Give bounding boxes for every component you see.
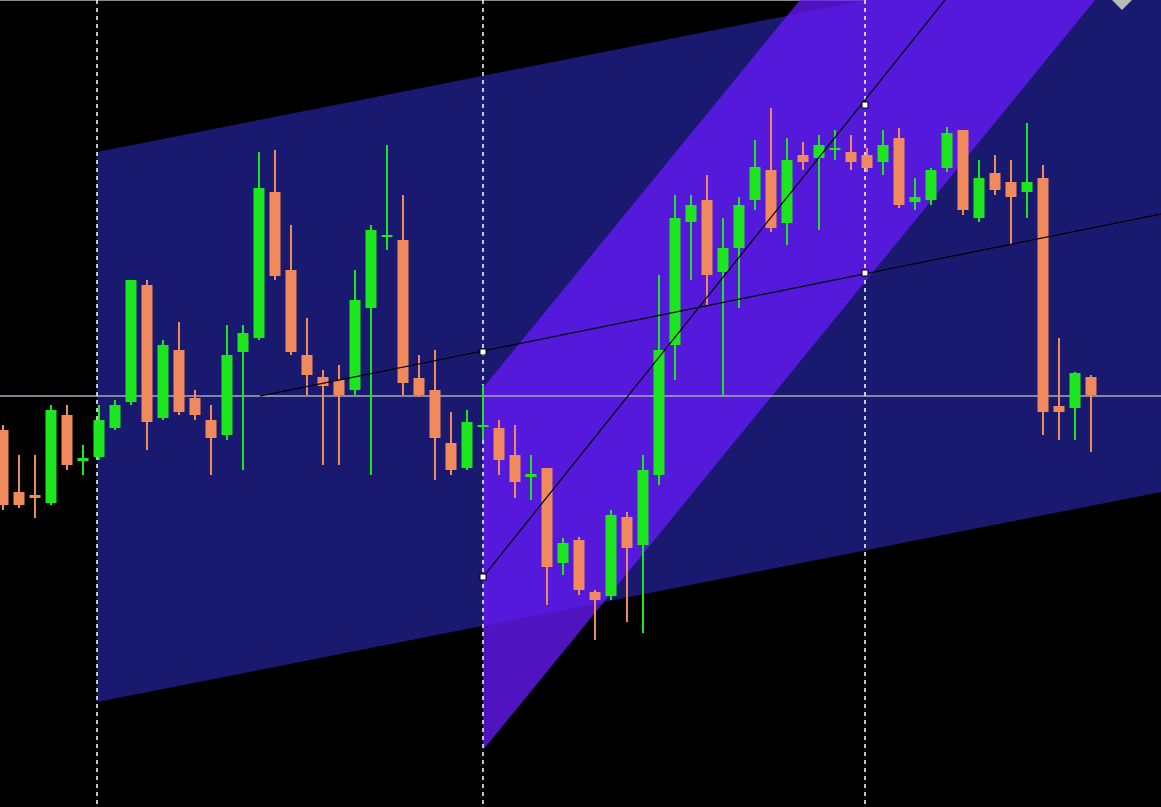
candle-body (269, 192, 281, 276)
candle-body (669, 218, 681, 345)
trend-channel (483, 0, 1095, 750)
candle-body (877, 145, 889, 162)
candle-body (957, 130, 969, 210)
candle-body (589, 592, 601, 600)
candle-body (205, 420, 217, 438)
candle-body (1085, 377, 1097, 395)
candle-body (61, 415, 73, 465)
candle-body (445, 443, 457, 470)
candle-body (413, 378, 425, 395)
candle-body (77, 458, 89, 461)
candle-body (333, 380, 345, 395)
candle-body (381, 235, 393, 237)
candle-body (109, 405, 121, 428)
candle-body (301, 355, 313, 375)
candle-body (845, 152, 857, 162)
candle-body (893, 138, 905, 205)
candle-body (781, 160, 793, 223)
candle-body (365, 230, 377, 308)
candle-body (157, 345, 169, 418)
candle-body (829, 148, 841, 150)
candle-body (93, 420, 105, 457)
candle-body (13, 492, 25, 505)
candle-body (509, 455, 521, 482)
anchor-point[interactable] (861, 101, 869, 109)
candle-body (941, 133, 953, 168)
candle-body (1005, 182, 1017, 197)
candle-body (717, 248, 729, 272)
candle-body (861, 155, 873, 168)
candle-body (461, 422, 473, 468)
candle-body (797, 155, 809, 162)
candle-body (637, 470, 649, 545)
candle-body (573, 540, 585, 590)
candle-body (733, 205, 745, 248)
candle-body (29, 495, 41, 498)
candles (0, 108, 1097, 640)
candle-body (221, 355, 233, 435)
anchor-point[interactable] (479, 348, 487, 356)
candle-body (317, 377, 329, 386)
anchor-point[interactable] (479, 573, 487, 581)
candle-body (1037, 178, 1049, 412)
scroll-marker[interactable] (1112, 0, 1132, 10)
candle-body (237, 333, 249, 352)
candle-body (285, 270, 297, 352)
candle-body (701, 200, 713, 275)
trend-line (482, 0, 946, 578)
candle-body (685, 205, 697, 222)
candle-body (557, 543, 569, 563)
candle-body (429, 390, 441, 438)
candle-body (749, 167, 761, 200)
candle-body (973, 178, 985, 218)
candle-body (925, 170, 937, 200)
candle-body (125, 280, 137, 402)
candle-body (493, 428, 505, 460)
candle-body (173, 350, 185, 412)
candle-body (397, 240, 409, 383)
anchor-point[interactable] (861, 269, 869, 277)
candle-body (541, 468, 553, 567)
candle-body (0, 430, 9, 505)
candle-body (1021, 182, 1033, 192)
candle-body (141, 285, 153, 422)
candle-body (189, 398, 201, 415)
candle-body (45, 410, 57, 503)
candle-body (813, 145, 825, 158)
candle-body (605, 515, 617, 596)
candle-body (989, 173, 1001, 190)
candle-body (1069, 373, 1081, 408)
candle-body (525, 474, 537, 477)
candle-body (909, 197, 921, 202)
candle-body (477, 425, 489, 427)
candle-body (621, 517, 633, 548)
candle-body (253, 188, 265, 338)
regression-line (259, 213, 1161, 397)
candle-body (349, 300, 361, 390)
candle-body (1053, 406, 1065, 412)
candle-body (765, 170, 777, 228)
candle-body (653, 350, 665, 475)
